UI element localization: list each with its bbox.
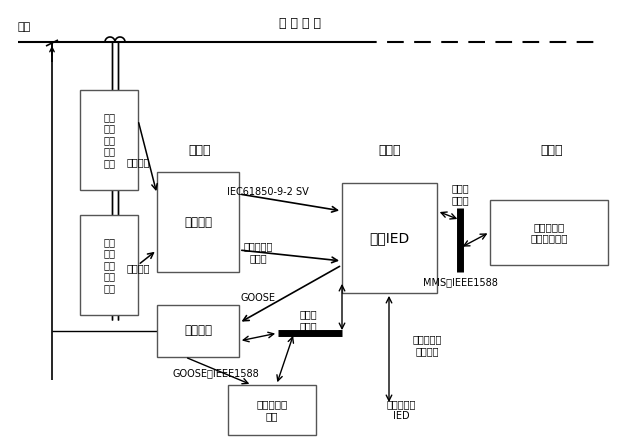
Text: 点对点光纤
以太网: 点对点光纤 以太网 bbox=[243, 241, 273, 263]
Text: 合并单元: 合并单元 bbox=[184, 215, 212, 229]
Text: 站控层: 站控层 bbox=[541, 144, 563, 156]
Text: MMS、IEEE1588: MMS、IEEE1588 bbox=[423, 277, 498, 287]
Text: 三相电压: 三相电压 bbox=[126, 263, 150, 273]
Text: 间隔层: 间隔层 bbox=[379, 144, 401, 156]
Bar bbox=[342, 183, 437, 293]
Bar bbox=[228, 385, 316, 435]
Text: GOOSE、IEEE1588: GOOSE、IEEE1588 bbox=[173, 368, 259, 378]
Text: 本侧IED: 本侧IED bbox=[370, 231, 410, 245]
Text: 三相电流: 三相电流 bbox=[126, 157, 150, 167]
Text: 监控系统、
时间同步系统: 监控系统、 时间同步系统 bbox=[530, 222, 568, 243]
Text: GOOSE: GOOSE bbox=[241, 293, 275, 303]
Bar bbox=[490, 200, 608, 265]
Text: 其它间隔层
设备: 其它间隔层 设备 bbox=[256, 399, 288, 421]
Bar bbox=[80, 215, 138, 315]
Text: 至线路对侧
IED: 至线路对侧 IED bbox=[386, 399, 416, 421]
Text: IEC61850-9-2 SV: IEC61850-9-2 SV bbox=[227, 187, 309, 197]
Text: 光学
电子
式电
流互
感器: 光学 电子 式电 流互 感器 bbox=[103, 112, 115, 168]
Bar bbox=[80, 90, 138, 190]
Text: 交换式
以太网: 交换式 以太网 bbox=[451, 183, 469, 205]
Text: 交换式
以太网: 交换式 以太网 bbox=[299, 309, 317, 331]
Text: 光学
电子
式电
压互
感器: 光学 电子 式电 压互 感器 bbox=[103, 237, 115, 293]
Text: 输 电 线 路: 输 电 线 路 bbox=[279, 16, 321, 30]
Bar bbox=[157, 305, 239, 357]
Bar bbox=[157, 172, 239, 272]
Text: 过程层: 过程层 bbox=[189, 144, 211, 156]
Text: 通信设备和
通信通道: 通信设备和 通信通道 bbox=[412, 334, 442, 356]
Text: 智能终端: 智能终端 bbox=[184, 325, 212, 338]
Text: 母线: 母线 bbox=[18, 22, 31, 32]
